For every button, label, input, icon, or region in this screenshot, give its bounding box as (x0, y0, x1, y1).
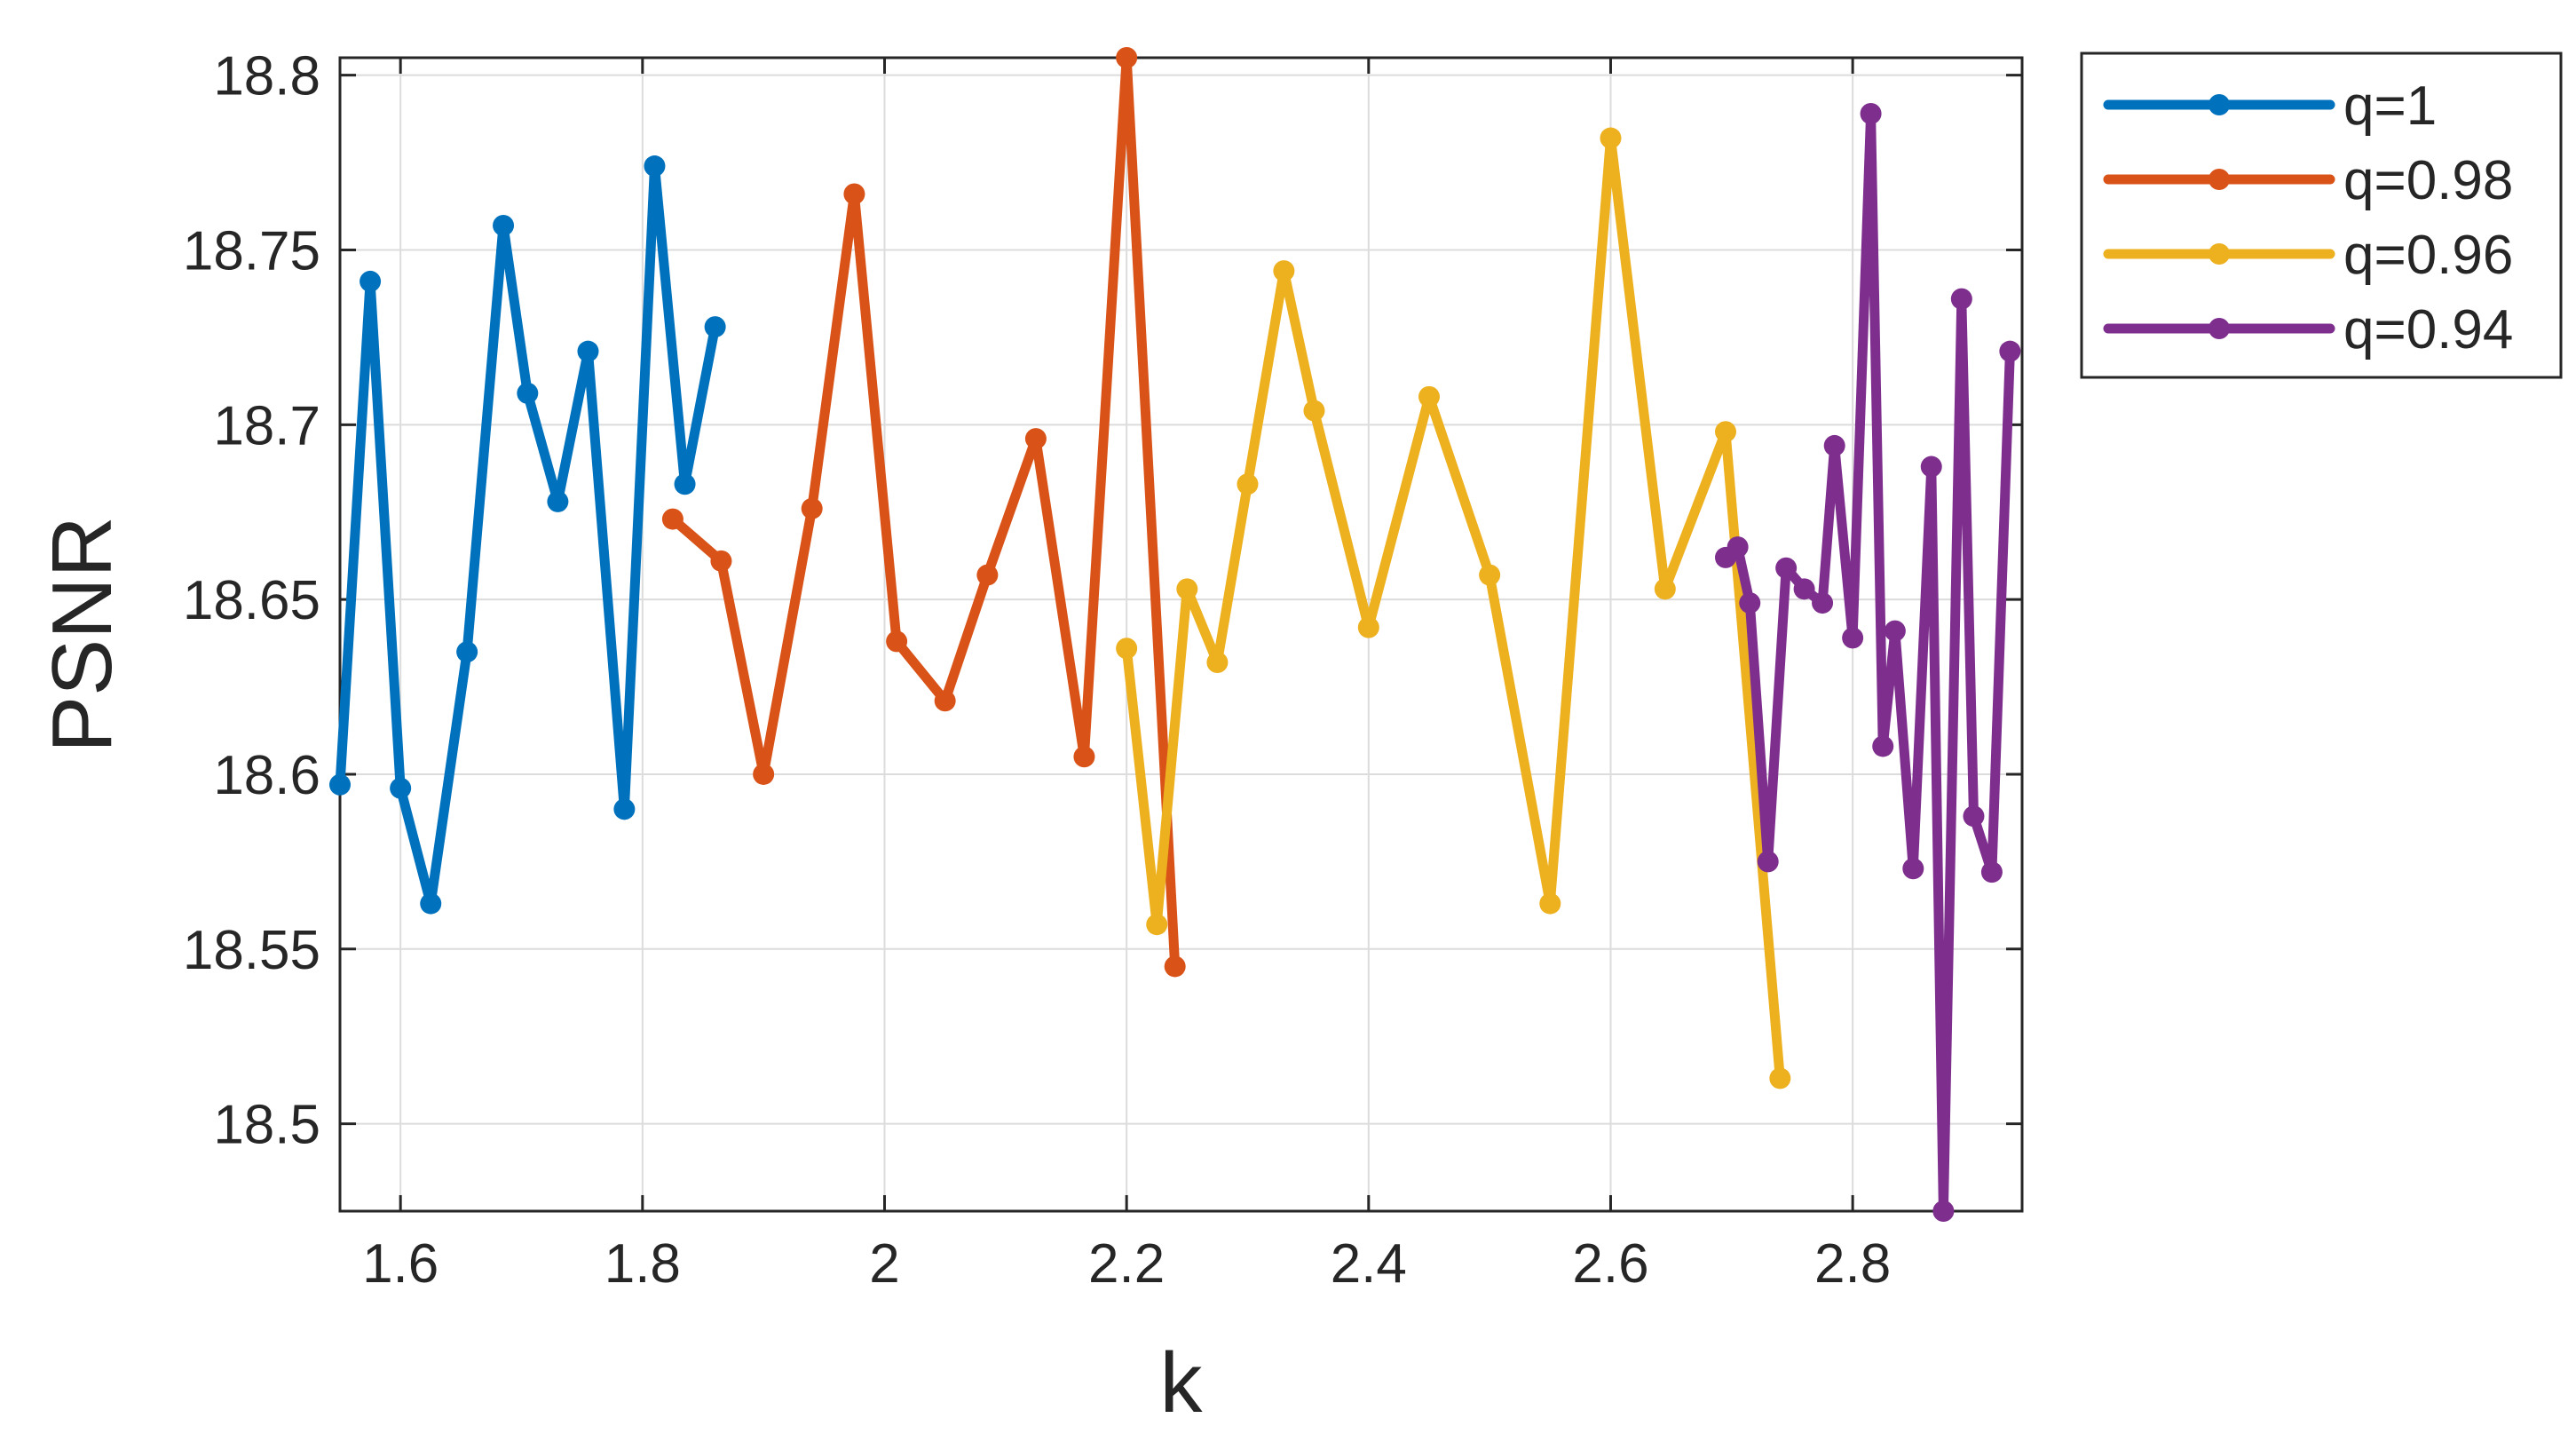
data-point (1206, 651, 1229, 673)
data-point (1980, 861, 2003, 883)
x-tick-label: 1.8 (604, 1233, 681, 1295)
data-point (1176, 578, 1198, 600)
legend-item: q=0.98 (2103, 150, 2513, 211)
y-tick-label: 18.55 (183, 920, 320, 981)
data-point (613, 798, 636, 820)
data-point (547, 490, 569, 512)
data-point (1418, 385, 1440, 408)
legend-marker (2209, 243, 2230, 265)
data-point (661, 508, 684, 530)
data-point (644, 155, 666, 178)
data-point (517, 382, 539, 404)
data-point (1860, 102, 1882, 124)
series-line (668, 52, 1181, 971)
data-point (493, 214, 515, 236)
data-point (1600, 127, 1622, 149)
data-point (420, 892, 442, 915)
data-point (1932, 1200, 1955, 1222)
legend-label: q=0.94 (2343, 299, 2513, 360)
data-point (1999, 340, 2021, 362)
legend-marker (2209, 318, 2230, 339)
x-axis-label: k (1160, 1335, 1204, 1430)
data-point (1116, 638, 1138, 660)
legend-item: q=0.94 (2103, 299, 2513, 360)
x-tick-label: 2.6 (1572, 1233, 1648, 1295)
legend-label: q=0.96 (2343, 225, 2513, 286)
data-point (1812, 592, 1834, 614)
data-point (1237, 473, 1259, 495)
data-point (1714, 421, 1736, 443)
legend-item: q=1 (2103, 75, 2437, 137)
data-point (1357, 616, 1379, 638)
data-point (843, 183, 865, 205)
data-point (1116, 47, 1138, 68)
series-3 (1116, 127, 1791, 1089)
x-tick-label: 2.8 (1814, 1233, 1891, 1295)
data-point (1920, 456, 1942, 478)
y-tick-label: 18.65 (183, 570, 320, 631)
y-tick-label: 18.75 (183, 221, 320, 282)
legend: q=1 q=0.98 q=0.96 q=0.94 (2080, 52, 2563, 379)
data-point (710, 550, 732, 572)
data-point (704, 316, 726, 338)
data-point (1963, 805, 1985, 828)
y-tick-label: 18.7 (213, 395, 320, 456)
series-group (329, 47, 2021, 1222)
tick-labels: 1.6 1.8 2 2.2 2.4 2.6 2.8 18.5 18.55 18.6 18.65 18.… (183, 46, 1891, 1295)
data-point (1164, 955, 1186, 978)
axes-box (338, 56, 2024, 1213)
data-point (456, 641, 478, 663)
data-point (1757, 851, 1779, 873)
data-point (1775, 557, 1798, 579)
x-tick-label: 1.6 (362, 1233, 439, 1295)
data-point (1539, 892, 1561, 915)
data-point (1739, 592, 1761, 614)
data-point (1727, 536, 1749, 559)
data-point (976, 564, 999, 586)
series-2 (661, 47, 1186, 978)
data-point (1073, 746, 1095, 768)
data-point (390, 777, 412, 799)
data-point (577, 340, 599, 362)
data-point (1654, 578, 1676, 600)
data-point (753, 763, 775, 785)
data-point (1793, 578, 1815, 600)
data-point (801, 497, 823, 519)
x-tick-label: 2 (869, 1233, 899, 1295)
data-point (1902, 858, 1924, 880)
series-1 (329, 155, 726, 915)
data-point (886, 630, 908, 653)
data-point (1884, 620, 1906, 642)
x-tick-label: 2.4 (1331, 1233, 1407, 1295)
data-point (329, 773, 351, 796)
data-point (934, 690, 956, 712)
y-tick-label: 18.8 (213, 46, 320, 107)
data-point (360, 270, 382, 292)
series-4 (1714, 102, 2021, 1222)
data-point (1823, 434, 1845, 456)
data-point (1303, 400, 1325, 422)
y-tick-label: 18.6 (213, 745, 320, 806)
data-point (1273, 260, 1295, 282)
legend-item: q=0.96 (2103, 225, 2513, 286)
legend-label: q=1 (2343, 75, 2437, 137)
y-tick-label: 18.5 (213, 1095, 320, 1156)
data-point (1872, 735, 1894, 757)
data-point (1146, 914, 1168, 936)
legend-label: q=0.98 (2343, 150, 2513, 211)
x-tick-label: 2.2 (1088, 1233, 1165, 1295)
legend-marker (2209, 94, 2230, 115)
data-point (1024, 428, 1047, 450)
data-point (1479, 564, 1501, 586)
data-point (1950, 288, 1972, 310)
data-point (1769, 1067, 1791, 1089)
y-axis-label: PSNR (35, 516, 130, 753)
data-point (674, 473, 696, 495)
legend-marker (2209, 169, 2230, 190)
data-point (1842, 627, 1864, 649)
